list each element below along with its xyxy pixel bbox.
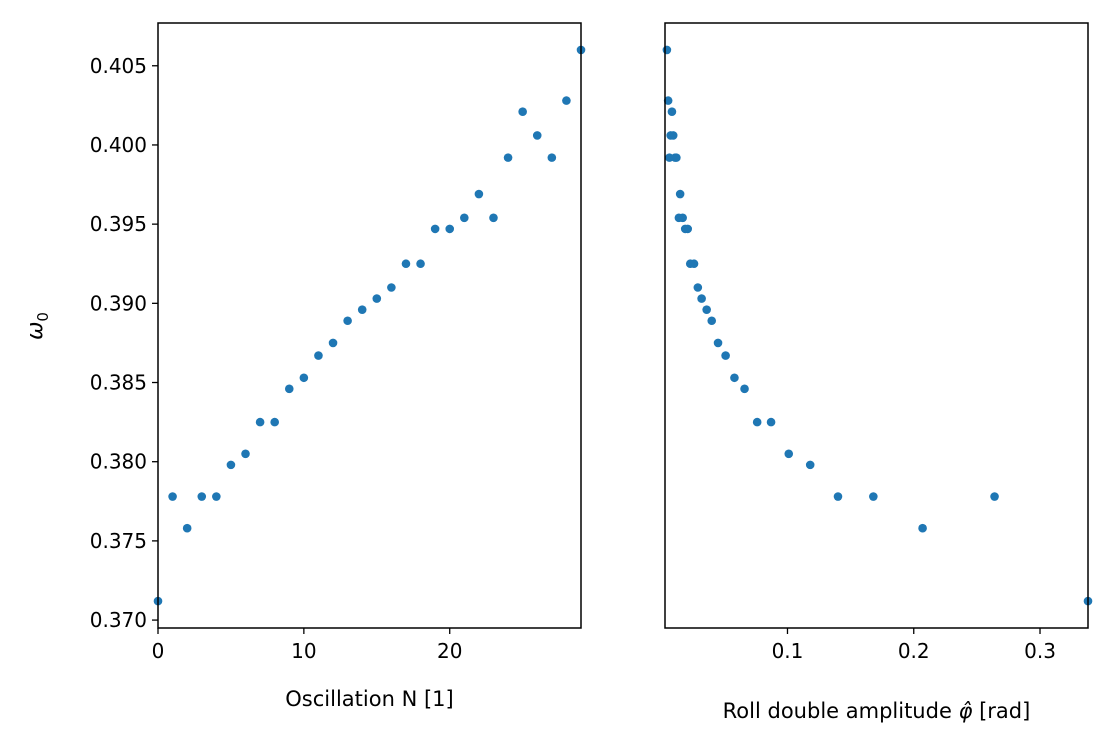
left-data-point [197,492,207,501]
left-data-point [503,153,513,162]
left-y-tick-label: 0.405 [90,54,147,78]
right-data-point [869,492,878,501]
left-y-tick-label: 0.390 [90,291,147,315]
right-data-point [667,107,677,116]
right-data-point [833,492,843,501]
right-axes-frame [664,22,1089,629]
left-data-point [445,224,455,234]
left-data-point [416,259,425,269]
left-data-point [212,492,221,501]
right-data-point [721,351,730,360]
left-points [153,45,586,606]
left-x-ticks: 0 10 20 [152,628,462,663]
left-data-point [387,283,396,292]
right-data-point [674,213,684,223]
left-data-point [343,316,352,326]
right-data-point [918,523,927,533]
left-y-tick-label: 0.385 [90,371,147,395]
left-panel: 0 10 20 0.370 0.375 0.380 0.385 0.390 0.395 0.40… [23,22,586,711]
left-x-tick-label: 0 [152,639,165,663]
right-data-point [713,338,723,348]
left-y-ticks: 0.370 0.375 0.380 0.385 0.390 0.395 0.400 0.405 [90,54,158,632]
left-data-point [430,224,440,234]
right-x-axis-label: Roll double amplitude φ̂ [rad] [723,699,1031,723]
right-data-point [662,45,672,55]
left-y-axis-symbol: ω [23,322,48,340]
right-x-axis-label-text: Roll double amplitude [723,699,952,723]
left-data-point [328,338,338,348]
left-data-point [372,294,382,303]
right-points [662,45,1093,606]
left-x-axis-label: Oscillation N [1] [285,687,453,711]
left-data-point [532,131,542,140]
left-data-point [489,213,498,223]
left-data-point [284,384,294,394]
right-data-point [707,316,717,326]
left-data-point [562,96,571,105]
left-y-tick-label: 0.370 [90,608,147,632]
left-y-tick-label: 0.400 [90,133,147,157]
right-x-axis-label-unit: [rad] [979,699,1030,723]
right-data-point [990,492,999,501]
left-data-point [270,417,279,427]
right-data-point [665,153,674,162]
right-panel: 0.1 0.2 0.3 Roll double amplitude φ̂ [rad] [662,22,1093,723]
left-data-point [255,417,265,427]
left-data-point [314,351,323,360]
left-x-tick-label: 20 [437,639,462,663]
left-y-axis-subscript: 0 [34,312,52,322]
right-data-point [784,449,794,459]
right-x-tick-label: 0.2 [898,639,930,663]
left-data-point [168,492,177,501]
right-x-tick-label: 0.1 [772,639,804,663]
right-data-point [702,305,711,314]
right-data-point [680,224,690,234]
right-data-point [766,417,776,427]
left-data-point [547,153,557,162]
left-data-point [401,259,411,269]
right-data-point [730,373,739,383]
right-x-ticks: 0.1 0.2 0.3 [772,628,1056,663]
left-axes-frame [157,22,582,629]
right-x-axis-label-symbol: φ̂ [959,699,973,723]
left-data-point [299,373,309,383]
left-y-tick-label: 0.395 [90,212,147,236]
right-data-point [685,259,695,269]
left-data-point [226,460,236,470]
right-data-point [752,417,762,427]
left-data-point [182,523,192,533]
left-y-tick-label: 0.380 [90,450,147,474]
right-data-point [805,460,815,470]
left-y-tick-label: 0.375 [90,529,147,553]
right-data-point [693,283,703,292]
left-data-point [474,189,484,199]
right-data-point [697,294,706,303]
right-data-point [663,96,673,105]
left-x-tick-label: 10 [291,639,316,663]
left-data-point [241,449,250,459]
left-y-axis-label: ω0 [23,312,52,340]
right-data-point [740,384,749,394]
left-data-point [357,305,367,314]
left-data-point [518,107,527,116]
right-x-tick-label: 0.3 [1024,639,1056,663]
right-data-point [675,189,685,199]
right-data-point [666,131,675,140]
left-data-point [460,213,469,223]
